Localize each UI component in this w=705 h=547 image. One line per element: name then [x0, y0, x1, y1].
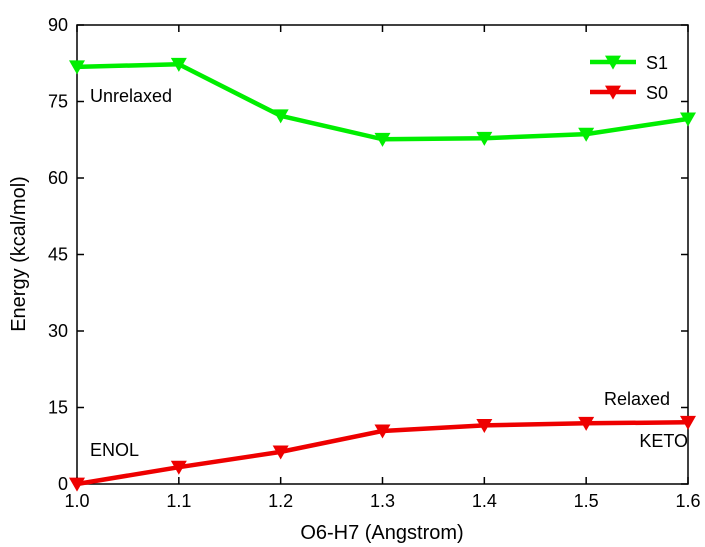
data-point-s0 [170, 460, 187, 475]
x-tick-label: 1.6 [675, 491, 700, 511]
x-tick-label: 1.3 [370, 491, 395, 511]
x-tick-label: 1.5 [574, 491, 599, 511]
y-tick-label: 30 [48, 321, 68, 341]
series-layer [69, 57, 696, 492]
data-point-s0 [680, 415, 696, 430]
data-point-s1 [680, 112, 696, 127]
x-tick-label: 1.0 [64, 491, 89, 511]
legend-label-s0: S0 [646, 83, 668, 103]
annotation-keto: KETO [639, 431, 688, 451]
plot-area [76, 24, 689, 485]
data-point-s0 [69, 477, 85, 492]
y-tick-label: 90 [48, 15, 68, 35]
legend-marker-s0 [605, 85, 621, 100]
axis-ticks: 1.0 1.1 1.2 1.3 1.4 1.5 1.6 0 15 30 45 60 75 90 [48, 15, 701, 511]
data-point-s1 [476, 131, 493, 146]
x-tick-label: 1.4 [472, 491, 497, 511]
legend: S1 S0 [590, 53, 668, 103]
y-tick-label: 75 [48, 92, 68, 112]
data-point-s1 [578, 127, 595, 142]
legend-label-s1: S1 [646, 53, 668, 73]
legend-marker-s1 [605, 55, 621, 70]
data-point-s0 [374, 424, 391, 439]
data-point-s0 [476, 418, 493, 433]
annotations: Unrelaxed Relaxed ENOL KETO [90, 86, 688, 460]
data-point-s1 [374, 132, 391, 147]
data-point-s0 [272, 445, 289, 460]
y-axis-title: Energy (kcal/mol) [8, 176, 30, 332]
y-tick-label: 60 [48, 168, 68, 188]
annotation-unrelaxed: Unrelaxed [90, 86, 172, 106]
y-tick-label: 15 [48, 398, 68, 418]
data-point-s0 [578, 416, 595, 431]
data-point-s1 [170, 57, 187, 72]
data-point-s1 [69, 60, 85, 75]
y-tick-label: 0 [58, 474, 68, 494]
x-axis-title: O6-H7 (Angstrom) [300, 522, 463, 544]
data-point-s1 [272, 109, 289, 124]
x-tick-label: 1.1 [166, 491, 191, 511]
x-tick-label: 1.2 [268, 491, 293, 511]
y-tick-label: 45 [48, 245, 68, 265]
annotation-enol: ENOL [90, 440, 139, 460]
annotation-relaxed: Relaxed [604, 389, 670, 409]
